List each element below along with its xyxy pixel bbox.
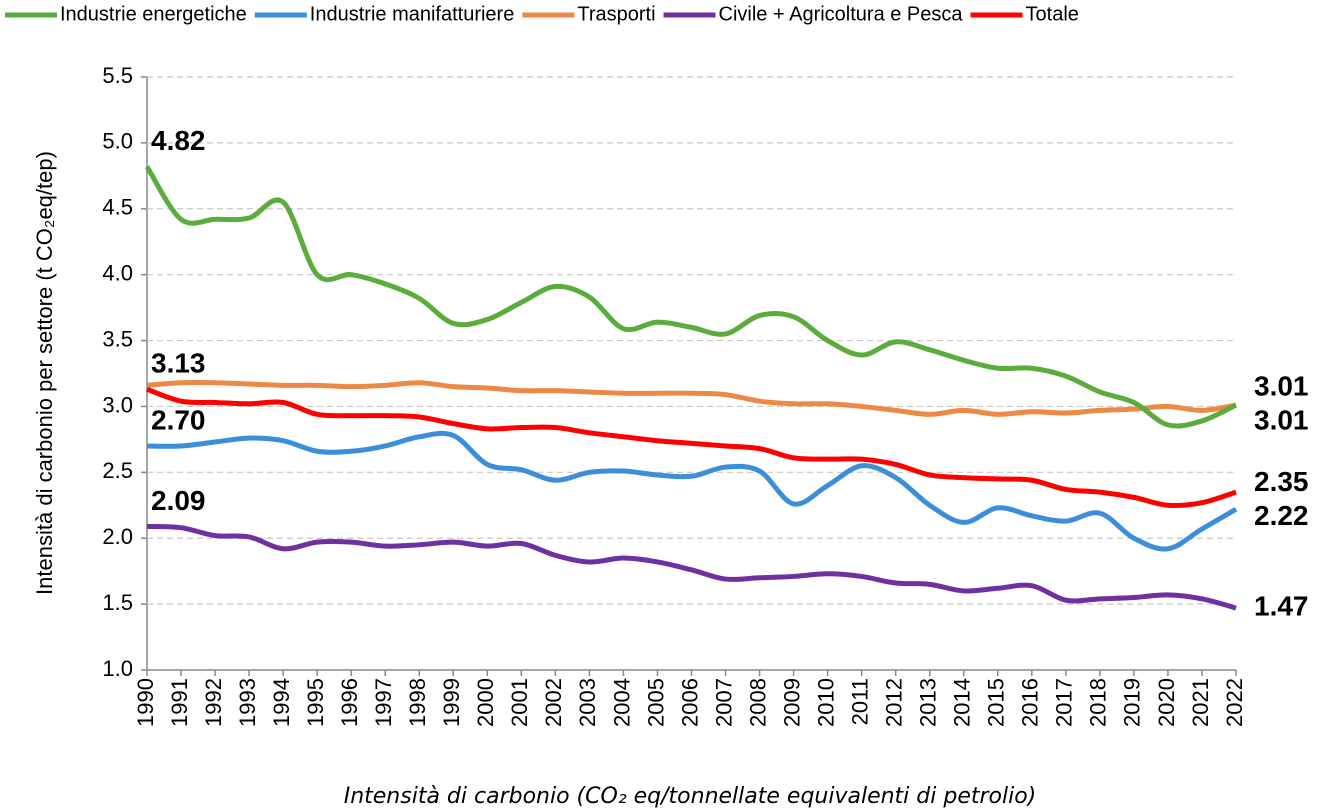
x-tick-label: 2022	[1222, 678, 1247, 727]
legend-label: Civile + Agricoltura e Pesca	[719, 3, 964, 25]
x-tick-label: 1997	[371, 678, 396, 727]
legend-label: Industrie manifatturiere	[310, 3, 515, 25]
x-tick-label: 2020	[1154, 678, 1179, 727]
legend-label: Totale	[1026, 3, 1079, 25]
x-tick-label: 1993	[235, 678, 260, 727]
x-tick-label: 2021	[1188, 678, 1213, 727]
x-tick-label: 2006	[677, 678, 702, 727]
x-tick-label: 2011	[847, 678, 872, 725]
y-tick-label: 1.5	[102, 590, 133, 615]
x-tick-label: 2010	[813, 678, 838, 727]
x-tick-label: 2003	[575, 678, 600, 727]
data-label: 2.22	[1254, 500, 1309, 531]
line-series	[146, 523, 1237, 611]
line-series	[146, 430, 1238, 552]
line-series	[144, 165, 1238, 429]
y-tick-label: 2.0	[102, 524, 133, 549]
line-series	[146, 379, 1237, 417]
x-tick-label: 2009	[779, 678, 804, 727]
y-tick-label: 5.0	[102, 129, 133, 154]
x-tick-label: 2001	[507, 678, 532, 727]
data-label: 4.82	[151, 125, 206, 156]
y-tick-label: 2.5	[102, 458, 133, 483]
line-series	[146, 386, 1237, 509]
x-tick-label: 2017	[1052, 678, 1077, 727]
x-tick-label: 1994	[269, 678, 294, 727]
x-tick-label: 2000	[473, 678, 498, 727]
y-tick-label: 4.0	[102, 260, 133, 285]
x-tick-label: 2012	[882, 678, 907, 727]
data-label: 2.70	[151, 404, 206, 435]
data-label: 3.13	[151, 348, 206, 379]
data-label: 3.01	[1254, 405, 1309, 436]
y-tick-label: 3.5	[102, 326, 133, 351]
x-tick-label: 2018	[1086, 678, 1111, 727]
x-tick-label: 1991	[167, 678, 192, 727]
x-tick-label: 2008	[745, 678, 770, 727]
data-label: 2.09	[151, 485, 206, 516]
x-tick-label: 1995	[303, 678, 328, 727]
caption: Intensità di carbonio (CO₂ eq/tonnellate…	[344, 784, 1037, 809]
x-tick-label: 2007	[711, 678, 736, 727]
x-tick-label: 1999	[439, 678, 464, 727]
legend-label: Trasporti	[577, 3, 655, 25]
x-tick-label: 2002	[541, 678, 566, 727]
x-tick-label: 2019	[1120, 678, 1145, 727]
x-tick-label: 1996	[337, 678, 362, 727]
y-tick-label: 4.5	[102, 195, 133, 220]
y-tick-label: 5.5	[102, 63, 133, 88]
y-tick-label: 1.0	[102, 656, 133, 681]
y-tick-label: 3.0	[102, 392, 133, 417]
x-tick-label: 1998	[405, 678, 430, 727]
x-tick-label: 1990	[133, 678, 158, 727]
x-tick-label: 2014	[950, 678, 975, 727]
data-label: 2.35	[1254, 466, 1309, 497]
x-tick-label: 2015	[984, 678, 1009, 727]
data-label: 1.47	[1254, 590, 1309, 621]
x-tick-label: 2013	[916, 678, 941, 727]
legend-label: Industrie energetiche	[60, 3, 247, 25]
data-label: 3.01	[1254, 371, 1309, 402]
y-axis-title: Intensità di carbonio per settore (t CO₂…	[32, 151, 57, 595]
x-tick-label: 2005	[643, 678, 668, 727]
x-tick-label: 2004	[609, 678, 634, 727]
x-tick-label: 1992	[201, 678, 226, 727]
x-tick-label: 2016	[1018, 678, 1043, 727]
